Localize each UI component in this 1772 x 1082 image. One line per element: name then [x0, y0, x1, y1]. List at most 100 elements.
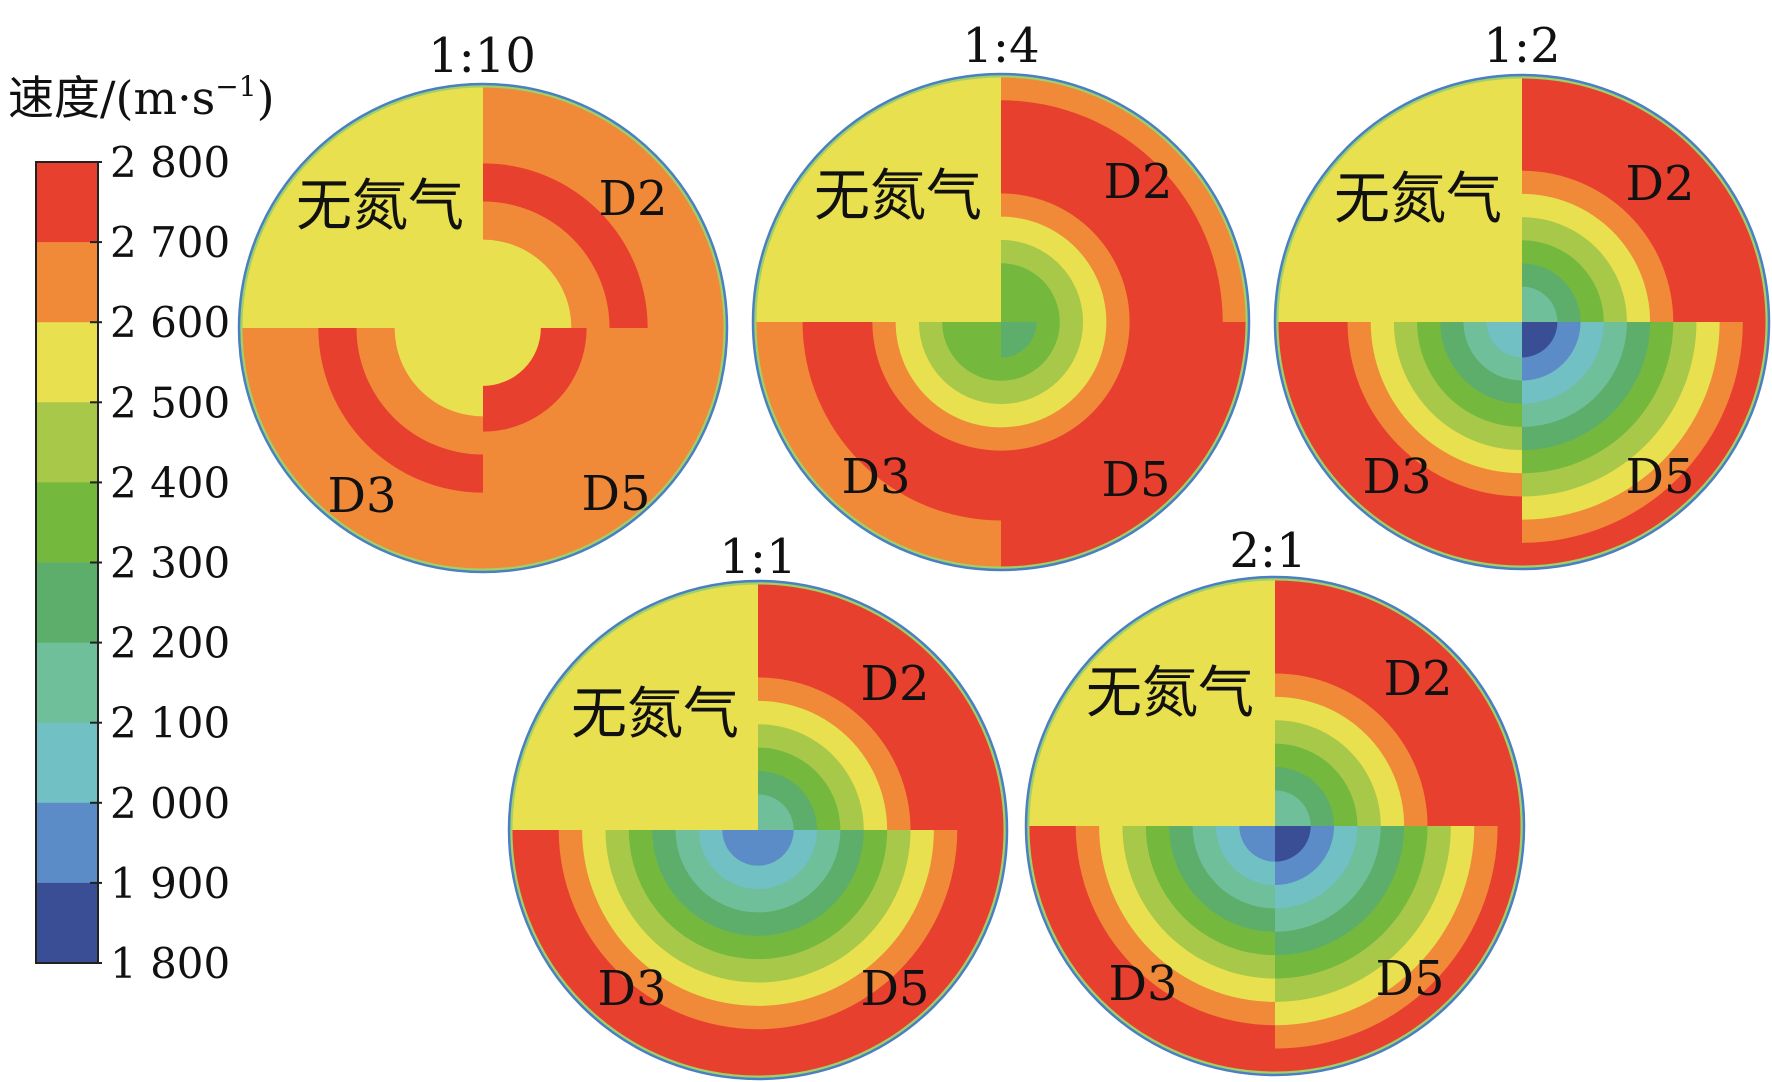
- label-no-nitrogen: 无氮气: [296, 174, 464, 239]
- panel-title: 1:10: [428, 28, 536, 84]
- disk-rim-inner: [509, 581, 1007, 1079]
- velocity-ring: [722, 830, 758, 866]
- label-d2: D2: [860, 656, 929, 712]
- panel-1-2: 1:2 无氮气 D2 D3 D5: [1273, 18, 1771, 571]
- velocity-ring: [483, 328, 541, 386]
- label-d5: D5: [1101, 452, 1170, 508]
- colorbar-tick-label: 1 900: [110, 859, 230, 908]
- velocity-disk: [751, 72, 1251, 572]
- colorbar-tick-label: 2 100: [110, 699, 230, 748]
- label-d3: D3: [1362, 449, 1431, 505]
- disk-rim: [1273, 73, 1771, 571]
- disk-rim: [751, 72, 1251, 572]
- label-d2: D2: [598, 171, 667, 227]
- velocity-core: [1509, 322, 1522, 335]
- colorbar-segment: [36, 882, 98, 964]
- colorbar-tick-label: 2 400: [110, 458, 230, 507]
- colorbar-title: 速度/(m·s−1): [8, 70, 275, 125]
- disk-rim: [507, 579, 1009, 1081]
- panel-1-10: 1:10 无氮气 D2 D3 D5: [237, 28, 729, 574]
- colorbar-segment: [36, 322, 98, 403]
- panel-title: 1:1: [719, 529, 796, 585]
- velocity-core: [1275, 813, 1288, 826]
- colorbar-tick-label: 2 600: [110, 298, 230, 347]
- velocity-core: [1522, 309, 1535, 322]
- velocity-core: [1262, 826, 1275, 839]
- label-d3: D3: [1108, 956, 1177, 1012]
- panel-title: 1:2: [1483, 18, 1560, 74]
- label-no-nitrogen: 无氮气: [571, 682, 739, 747]
- velocity-ring: [1522, 322, 1558, 358]
- disk-rim-inner: [1026, 577, 1524, 1075]
- sector-no-nitrogen: [242, 87, 483, 328]
- velocity-ring: [1275, 826, 1311, 862]
- velocity-core: [1001, 322, 1014, 335]
- colorbar-segment: [36, 162, 98, 243]
- label-d5: D5: [581, 466, 650, 522]
- panel-title: 1:4: [962, 18, 1039, 74]
- disk-rim: [237, 82, 729, 574]
- colorbar: [35, 161, 99, 964]
- velocity-ring: [1522, 286, 1558, 322]
- label-d2: D2: [1383, 651, 1452, 707]
- sector-no-nitrogen: [1029, 580, 1275, 826]
- label-d3: D3: [597, 961, 666, 1017]
- velocity-core: [1001, 309, 1014, 322]
- velocity-ring: [483, 277, 534, 328]
- velocity-core: [483, 328, 496, 341]
- velocity-disk: [237, 82, 729, 574]
- velocity-ring: [1486, 322, 1522, 358]
- panel-1-1: 1:1 无氮气 D2 D3 D5: [507, 529, 1009, 1081]
- velocity-ring: [1001, 322, 1037, 358]
- label-no-nitrogen: 无氮气: [814, 164, 982, 229]
- velocity-core: [745, 830, 758, 843]
- velocity-core: [988, 322, 1001, 335]
- label-d2: D2: [1103, 154, 1172, 210]
- label-no-nitrogen: 无氮气: [1086, 661, 1254, 726]
- colorbar-tick-label: 2 800: [110, 138, 230, 187]
- velocity-disk: [507, 579, 1009, 1081]
- velocity-disk: [1024, 575, 1526, 1077]
- disk-rim: [1024, 575, 1526, 1077]
- sector-no-nitrogen: [512, 584, 758, 830]
- colorbar-ticks: 2 800 2 700 2 600 2 500 2 400 2 300 2 200 2 100…: [90, 138, 230, 988]
- label-no-nitrogen: 无氮气: [1334, 167, 1502, 232]
- colorbar-tick-label: 2 200: [110, 619, 230, 668]
- label-d3: D3: [841, 449, 910, 505]
- velocity-core: [1522, 322, 1535, 335]
- velocity-ring: [965, 322, 1001, 358]
- disk-rim-inner: [1275, 75, 1769, 569]
- colorbar-segment: [36, 482, 98, 564]
- sector-no-nitrogen: [756, 77, 1001, 322]
- colorbar-tick-label: 2 500: [110, 378, 230, 427]
- colorbar-segment: [36, 402, 98, 483]
- colorbar-tick-label: 1 800: [110, 939, 230, 988]
- colorbar-tick-label: 2 000: [110, 779, 230, 828]
- label-d5: D5: [1625, 449, 1694, 505]
- velocity-ring: [758, 794, 794, 830]
- velocity-core: [1275, 826, 1288, 839]
- label-d5: D5: [1375, 951, 1444, 1007]
- panel-1-4: 1:4 无氮气 D2 D3 D5: [751, 18, 1251, 572]
- colorbar-tick-label: 2 300: [110, 539, 230, 588]
- colorbar-segment: [36, 562, 98, 644]
- colorbar-tick-label: 2 700: [110, 218, 230, 267]
- velocity-core: [483, 315, 496, 328]
- velocity-ring: [1001, 286, 1037, 322]
- colorbar-segment: [36, 722, 98, 804]
- colorbar-segment: [36, 802, 98, 884]
- velocity-core: [758, 830, 771, 843]
- velocity-ring: [1275, 790, 1311, 826]
- label-d3: D3: [327, 468, 396, 524]
- label-d5: D5: [860, 961, 929, 1017]
- velocity-disk: [1273, 73, 1771, 571]
- disk-rim-inner: [753, 74, 1249, 570]
- velocity-ring: [758, 830, 794, 866]
- velocity-ring: [1239, 826, 1275, 862]
- colorbar-segment: [36, 642, 98, 724]
- colorbar-segment: [36, 242, 98, 323]
- velocity-ring: [432, 328, 483, 379]
- sector-no-nitrogen: [1278, 78, 1522, 322]
- label-d2: D2: [1625, 156, 1694, 212]
